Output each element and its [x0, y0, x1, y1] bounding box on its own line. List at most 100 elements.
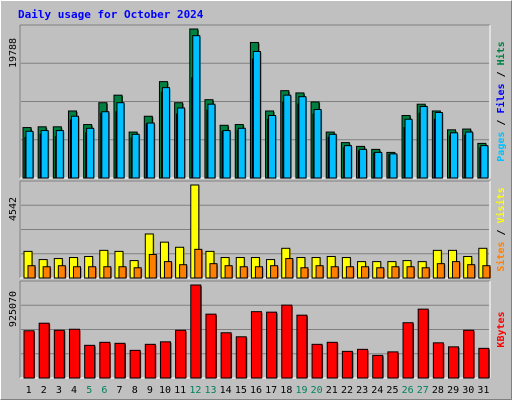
bar-sites-day-16 — [254, 266, 263, 279]
bar-pages-day-23 — [359, 148, 368, 179]
bar-pages-day-26 — [404, 118, 413, 179]
bar-kbytes-day-31 — [478, 347, 490, 379]
bar-sites-day-15 — [239, 266, 248, 279]
bar-sites-day-1 — [27, 265, 36, 279]
bar-sites-day-13 — [209, 263, 218, 279]
legend-part-visits_sites-0: Sites — [495, 242, 507, 272]
bar-pages-day-28 — [434, 111, 443, 179]
bar-sites-day-22 — [345, 266, 354, 279]
x-tick-label-28: 28 — [432, 385, 444, 396]
legend-visits_sites: Sites / Visits — [495, 187, 507, 271]
bar-sites-day-25 — [391, 266, 400, 279]
bar-sites-day-20 — [315, 265, 324, 279]
bar-pages-day-4 — [70, 115, 79, 179]
x-tick-label-24: 24 — [371, 385, 383, 396]
bar-pages-day-27 — [419, 105, 428, 179]
bar-kbytes-day-19 — [296, 314, 308, 379]
bar-sites-day-4 — [72, 266, 81, 279]
x-tick-label-15: 15 — [235, 385, 247, 396]
bar-pages-day-15 — [237, 127, 246, 179]
bar-pages-day-5 — [86, 127, 95, 179]
bar-sites-day-7 — [118, 266, 127, 279]
bar-kbytes-day-29 — [448, 346, 460, 379]
bar-sites-day-3 — [57, 265, 66, 279]
x-tick-label-8: 8 — [132, 385, 138, 396]
bar-sites-day-6 — [103, 266, 112, 279]
bar-pages-day-16 — [252, 50, 261, 179]
bar-kbytes-day-15 — [235, 336, 247, 379]
bar-kbytes-day-11 — [175, 329, 187, 379]
bar-pages-day-12 — [192, 35, 201, 179]
legend-part-visits_sites-2: Visits — [495, 187, 507, 223]
legend-part-hits_files_pages-0: Pages — [496, 132, 507, 162]
bar-kbytes-day-25 — [387, 351, 399, 379]
legend-part-hits_files_pages-2: Files — [495, 83, 507, 113]
x-tick-label-19: 19 — [295, 385, 307, 396]
chart-title: Daily usage for October 2024 — [18, 8, 204, 21]
bar-kbytes-day-9 — [144, 343, 156, 379]
bar-kbytes-day-28 — [432, 342, 444, 379]
bar-pages-day-1 — [25, 130, 34, 179]
x-tick-label-14: 14 — [220, 385, 232, 396]
bar-pages-day-7 — [116, 102, 125, 179]
x-tick-label-12: 12 — [189, 385, 201, 396]
bar-sites-day-14 — [224, 265, 233, 279]
bar-pages-day-2 — [40, 130, 49, 179]
x-tick-label-31: 31 — [477, 385, 489, 396]
bar-kbytes-day-20 — [311, 343, 323, 379]
bar-pages-day-19 — [298, 96, 307, 179]
bar-kbytes-day-12 — [190, 284, 202, 379]
bar-pages-day-10 — [161, 87, 170, 179]
x-tick-label-3: 3 — [56, 385, 62, 396]
bar-kbytes-day-17 — [266, 311, 278, 379]
bar-kbytes-day-4 — [68, 328, 80, 379]
legend-part-hits_files_pages-3: / — [496, 65, 507, 83]
bar-pages-day-24 — [374, 151, 383, 179]
bar-pages-day-3 — [55, 130, 64, 179]
x-tick-label-16: 16 — [250, 385, 262, 396]
bar-kbytes-day-2 — [38, 322, 50, 379]
bar-kbytes-day-30 — [463, 329, 475, 379]
bar-kbytes-day-5 — [84, 344, 96, 379]
bar-pages-day-14 — [222, 130, 231, 179]
bar-sites-day-5 — [88, 266, 97, 279]
bar-kbytes-day-22 — [341, 350, 353, 379]
bar-kbytes-day-27 — [417, 308, 429, 379]
bar-pages-day-6 — [101, 111, 110, 179]
x-tick-label-5: 5 — [86, 385, 92, 396]
legend-part-hits_files_pages-4: Hits — [495, 41, 507, 65]
y-max-label-hits_files_pages: 19788 — [8, 38, 19, 68]
bar-sites-day-27 — [421, 267, 430, 279]
bar-kbytes-day-24 — [372, 354, 384, 379]
x-tick-label-13: 13 — [204, 385, 216, 396]
bar-pages-day-8 — [131, 133, 140, 179]
x-tick-label-11: 11 — [174, 385, 186, 396]
x-tick-label-29: 29 — [447, 385, 459, 396]
x-tick-label-26: 26 — [402, 385, 414, 396]
bar-sites-day-28 — [436, 263, 445, 279]
bar-kbytes-day-14 — [220, 332, 232, 379]
x-tick-label-2: 2 — [41, 385, 47, 396]
bar-pages-day-17 — [268, 115, 277, 179]
x-tick-label-10: 10 — [159, 385, 171, 396]
bar-kbytes-day-3 — [53, 329, 65, 379]
x-tick-label-1: 1 — [26, 385, 32, 396]
bar-sites-day-24 — [376, 267, 385, 279]
bar-sites-day-18 — [285, 258, 294, 279]
legend-part-hits_files_pages-1: / — [496, 114, 507, 132]
x-tick-label-18: 18 — [280, 385, 292, 396]
bar-sites-day-31 — [482, 265, 491, 279]
x-tick-label-7: 7 — [117, 385, 123, 396]
bar-pages-day-13 — [207, 103, 216, 179]
bar-kbytes-day-26 — [402, 322, 414, 379]
x-tick-label-30: 30 — [462, 385, 474, 396]
bar-pages-day-9 — [146, 122, 155, 179]
bar-kbytes-day-18 — [281, 304, 293, 379]
legend-kbytes: KBytes — [496, 311, 507, 347]
legend-part-kbytes-0: KBytes — [496, 311, 507, 347]
x-tick-label-9: 9 — [147, 385, 153, 396]
x-tick-label-6: 6 — [101, 385, 107, 396]
bar-kbytes-day-10 — [159, 341, 171, 379]
x-tick-label-21: 21 — [326, 385, 338, 396]
legend-part-visits_sites-1: / — [496, 223, 507, 241]
